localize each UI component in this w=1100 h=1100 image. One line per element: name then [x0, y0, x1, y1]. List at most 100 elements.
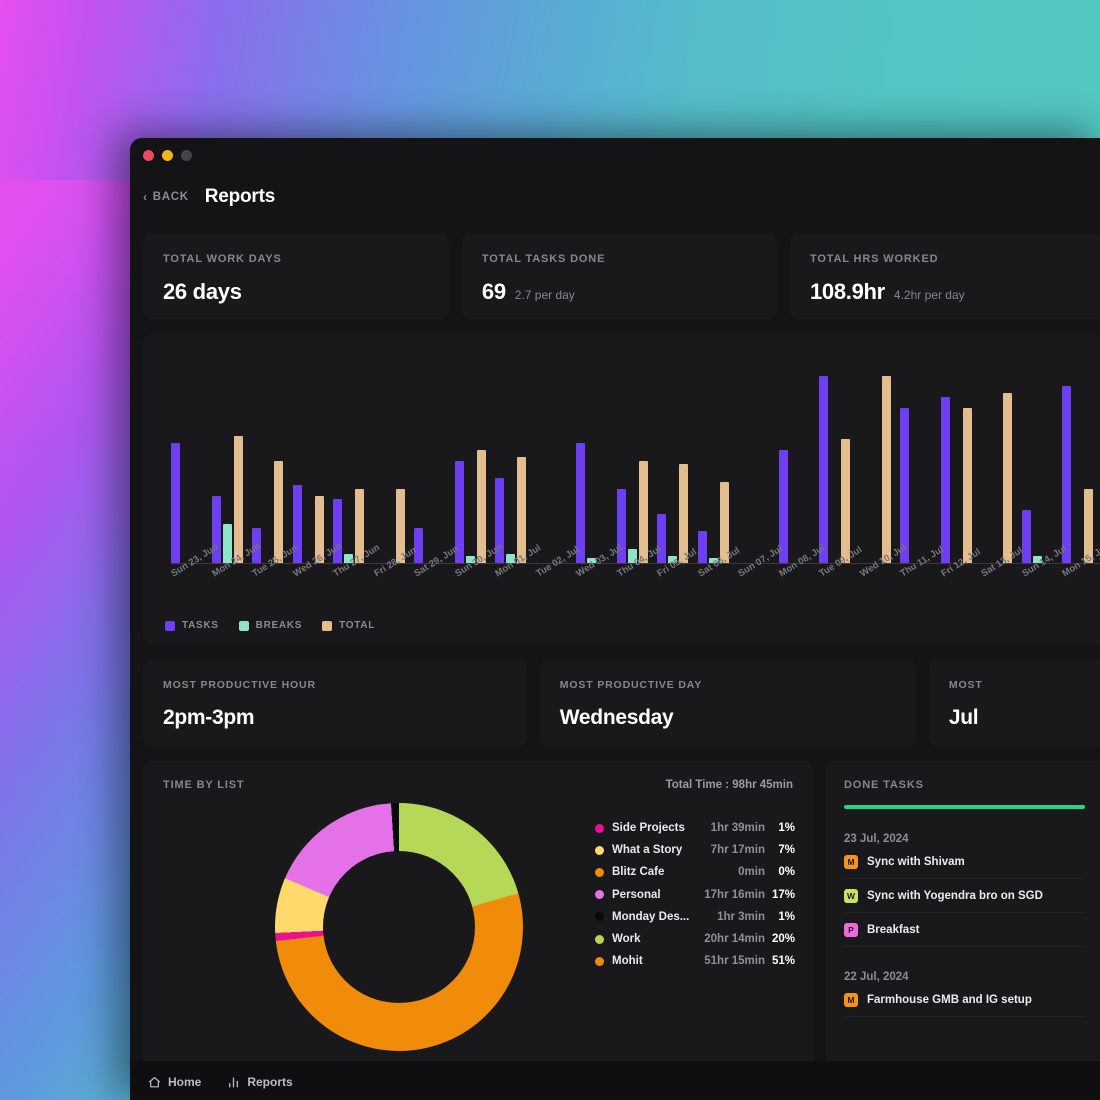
- list-color-dot: [595, 956, 604, 966]
- chart-bar-breaks: [506, 554, 516, 563]
- legend-label: TOTAL: [339, 620, 375, 631]
- chart-legend-item: BREAKS: [238, 620, 302, 631]
- chart-bar-tasks: [616, 488, 626, 563]
- bar-chart-icon: [227, 1076, 240, 1089]
- chart-bar-total: [395, 488, 405, 563]
- list-color-dot: [595, 912, 604, 922]
- summary-stats-row: TOTAL WORK DAYS 26 days TOTAL TASKS DONE…: [130, 226, 1100, 319]
- list-percent: 51%: [771, 955, 795, 968]
- chart-x-axis: [171, 563, 1100, 564]
- list-name: Personal: [612, 888, 661, 901]
- chart-day-group: [1021, 351, 1063, 563]
- chart-day-group: [211, 351, 253, 563]
- time-by-list-panel: TIME BY LIST Total Time : 98hr 45min Sid…: [143, 761, 813, 1069]
- task-list-badge: M: [844, 992, 858, 1007]
- chart-bar-total: [679, 464, 689, 563]
- list-name: Blitz Cafe: [612, 866, 665, 879]
- chart-day-group: [697, 351, 739, 563]
- stat-card-total-hrs-worked: TOTAL HRS WORKED 108.9hr 4.2hr per day: [789, 234, 1100, 319]
- done-tasks-progress-bar: [844, 805, 1085, 809]
- legend-swatch: [165, 620, 175, 631]
- chart-bar-tasks: [495, 478, 505, 563]
- chart-day-group: [333, 351, 374, 563]
- chart-day-group: [778, 351, 820, 563]
- chart-bar-total: [1084, 488, 1094, 563]
- chart-legend: TASKS BREAKS TOTAL: [165, 620, 375, 631]
- chart-bar-tasks: [414, 527, 424, 563]
- time-by-list-header: TIME BY LIST Total Time : 98hr 45min: [163, 779, 793, 791]
- chart-day-group: [495, 351, 536, 563]
- task-name: Sync with Yogendra bro on SGD: [867, 889, 1043, 902]
- donut-chart: [275, 803, 523, 1051]
- card-most-productive-day: MOST PRODUCTIVE DAY Wednesday: [539, 659, 916, 747]
- stat-row: 108.9hr 4.2hr per day: [810, 279, 1085, 305]
- done-task-row[interactable]: P Breakfast: [844, 913, 1085, 947]
- stat-label: TOTAL HRS WORKED: [809, 253, 939, 265]
- list-time: 7hr 17min: [710, 844, 765, 857]
- nav-item-reports[interactable]: Reports: [227, 1075, 293, 1089]
- list-time: 1hr 3min: [717, 910, 765, 923]
- list-color-dot: [595, 867, 604, 877]
- card-most-productive-month: MOST Jul: [928, 659, 1100, 747]
- nav-item-home[interactable]: Home: [148, 1075, 201, 1089]
- list-color-dot: [595, 934, 604, 944]
- close-window-button[interactable]: [143, 149, 154, 161]
- home-icon: [148, 1076, 161, 1089]
- chart-bar-total: [233, 435, 243, 563]
- list-percent: 17%: [771, 888, 795, 901]
- maximize-window-button: [181, 149, 192, 161]
- list-percent: 1%: [778, 910, 795, 923]
- chart-bar-total: [1003, 393, 1013, 563]
- chart-bar-tasks: [576, 442, 586, 563]
- chart-bar-total: [476, 449, 486, 563]
- chart-bar-breaks: [708, 557, 718, 563]
- chart-bar-tasks: [940, 396, 950, 563]
- done-task-row[interactable]: M Sync with Shivam: [844, 845, 1085, 879]
- list-time: 20hr 14min: [704, 933, 765, 946]
- chart-day-group: [860, 351, 901, 563]
- minimize-window-button[interactable]: [162, 149, 173, 161]
- task-list-badge: W: [844, 888, 858, 903]
- list-percent: 7%: [778, 844, 795, 857]
- chart-bar-total: [841, 439, 851, 563]
- chart-bar-tasks: [1021, 510, 1031, 563]
- card-most-productive-hour: MOST PRODUCTIVE HOUR 2pm-3pm: [143, 659, 527, 747]
- chart-day-group: [616, 351, 658, 563]
- chart-bar-breaks: [222, 524, 232, 563]
- chart-bar-total: [719, 481, 729, 563]
- chart-day-group: [940, 351, 982, 563]
- daily-activity-bar-chart: Sun 23, Jun Mon 24, Jun Tue 25, Jun Wed 26,…: [143, 333, 1100, 645]
- chart-bar-tasks: [292, 485, 302, 563]
- chart-bar-tasks: [778, 449, 788, 563]
- legend-label: TASKS: [182, 620, 219, 631]
- chart-plot-area: [171, 351, 1100, 563]
- done-task-row[interactable]: W Sync with Yogendra bro on SGD: [844, 879, 1085, 913]
- chart-day-group: [576, 351, 617, 563]
- card-value: 2pm-3pm: [163, 706, 255, 729]
- chart-day-group: [657, 351, 698, 563]
- back-button[interactable]: ‹ BACK: [143, 190, 189, 204]
- stat-row: 69 2.7 per day: [482, 279, 757, 305]
- traffic-lights: [143, 149, 192, 161]
- panel-title: TIME BY LIST: [163, 779, 245, 791]
- time-by-list-legend: Side Projects 1hr 39min 1% What a Story 7hr …: [595, 817, 795, 972]
- chart-day-group: [536, 351, 577, 563]
- chart-bar-breaks: [465, 555, 475, 563]
- list-name: Mohit: [612, 955, 643, 968]
- chart-day-group: [819, 351, 860, 563]
- chart-day-group: [454, 351, 496, 563]
- done-task-row[interactable]: M Farmhouse GMB and IG setup: [844, 983, 1085, 1017]
- list-name: Side Projects: [612, 822, 685, 835]
- chart-bar-total: [314, 495, 324, 563]
- task-list-badge: M: [844, 854, 858, 869]
- chart-day-group: [1062, 351, 1100, 563]
- card-label: MOST PRODUCTIVE DAY: [559, 679, 703, 691]
- task-list-badge: P: [844, 922, 858, 937]
- list-percent: 1%: [778, 822, 795, 835]
- chart-bar-tasks: [657, 513, 667, 563]
- legend-swatch: [238, 620, 249, 631]
- stat-row: 26 days: [163, 279, 429, 305]
- nav-item-label: Reports: [247, 1075, 293, 1089]
- chart-x-axis-labels: Sun 23, Jun Mon 24, Jun Tue 25, Jun Wed 26,…: [169, 541, 1100, 627]
- chart-bar-breaks: [627, 548, 637, 563]
